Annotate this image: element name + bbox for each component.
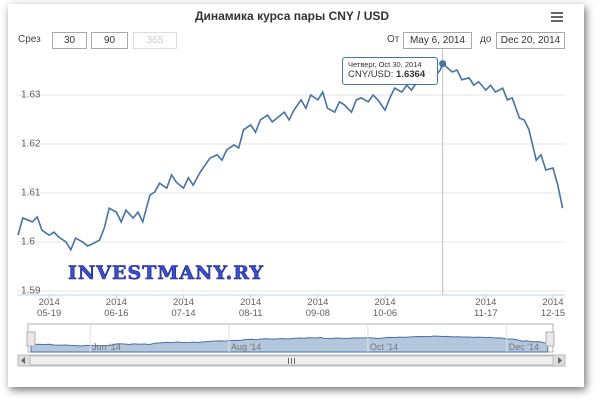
x-tick-label: 2014 08-11 bbox=[238, 297, 263, 319]
navigator-label: Dec '14 bbox=[509, 342, 539, 352]
x-tick-label: 2014 10-06 bbox=[372, 297, 398, 319]
navigator-label: Aug '14 bbox=[231, 342, 261, 352]
series-line bbox=[17, 62, 564, 252]
scroll-arrow bbox=[21, 357, 25, 364]
from-label: От bbox=[387, 34, 400, 45]
navigator-label: Oct '14 bbox=[370, 342, 398, 352]
scroll-grip bbox=[288, 358, 295, 364]
to-input[interactable]: Dec 20, 2014 bbox=[496, 32, 565, 49]
tooltip: Четверг, Oct 30, 2014 CNY/USD: 1.6364 bbox=[342, 57, 438, 85]
x-tick-label: 2014 05-19 bbox=[37, 297, 62, 319]
chart-frame bbox=[8, 4, 584, 387]
x-tick-label: 2014 06-16 bbox=[104, 297, 129, 319]
menu-icon[interactable] bbox=[551, 12, 563, 22]
tooltip-label: CNY/USD: bbox=[348, 69, 394, 80]
navigator-handle[interactable] bbox=[545, 331, 555, 347]
x-tick-label: 2014 09-08 bbox=[305, 297, 331, 319]
range-button[interactable]: 365 bbox=[133, 32, 177, 49]
range-button[interactable]: 30 bbox=[52, 32, 87, 49]
y-tick-label: 1.61 bbox=[21, 188, 41, 199]
x-tick-label: 2014 12-15 bbox=[540, 297, 566, 319]
hover-marker bbox=[439, 60, 447, 68]
y-tick-label: 1.59 bbox=[21, 286, 41, 297]
navigator-area bbox=[30, 335, 549, 353]
from-input[interactable]: May 6, 2014 bbox=[403, 32, 472, 49]
x-tick-label: 2014 11-17 bbox=[474, 297, 498, 319]
y-tick-label: 1.62 bbox=[21, 139, 41, 150]
y-tick-label: 1.63 bbox=[21, 90, 41, 101]
to-label: до bbox=[480, 34, 492, 45]
scroll-arrow bbox=[558, 357, 562, 364]
grid bbox=[18, 94, 565, 292]
tooltip-header: Четверг, Oct 30, 2014 bbox=[348, 60, 422, 69]
tooltip-value: 1.6364 bbox=[396, 69, 426, 80]
x-tick-label: 2014 07-14 bbox=[171, 297, 196, 319]
navigator-label: Jun '14 bbox=[92, 342, 121, 352]
range-button[interactable]: 90 bbox=[91, 32, 128, 49]
y-tick-label: 1.6 bbox=[21, 237, 35, 248]
watermark: INVESTMANY.RY bbox=[68, 262, 264, 284]
chart-title: Динамика курса пары CNY / USD bbox=[195, 9, 389, 23]
range-label: Срез bbox=[18, 34, 41, 45]
navigator-handle[interactable] bbox=[26, 331, 36, 347]
